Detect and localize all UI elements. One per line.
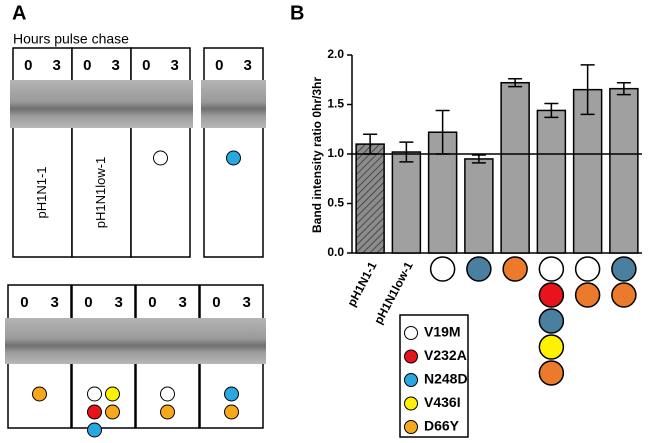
y-tick-label: 2.0 <box>327 47 344 61</box>
mutation-dot <box>538 334 565 360</box>
error-bar <box>471 154 486 164</box>
error-bar <box>580 64 595 116</box>
bar <box>500 81 530 254</box>
y-axis-label: Band intensity ratio 0hr/3hr <box>310 77 324 233</box>
mutation-dot <box>538 308 565 334</box>
mutation-dot <box>538 360 565 386</box>
mutation-dot <box>538 256 565 282</box>
mutation-dot <box>32 386 47 402</box>
mutation-dot <box>429 256 456 282</box>
legend-swatch <box>404 373 418 387</box>
mutation-dot <box>538 282 565 308</box>
y-tick-label: 0.0 <box>327 245 344 259</box>
bar <box>391 151 422 254</box>
mutation-dot <box>87 404 102 420</box>
lane-label: 0 <box>215 57 223 74</box>
lane-label: 3 <box>170 57 178 74</box>
panel-label: A <box>12 2 26 24</box>
lane-label: 0 <box>24 57 32 74</box>
gel-image <box>5 318 74 364</box>
mutation-dot <box>502 256 528 282</box>
bar <box>355 143 385 254</box>
mutation-dot <box>574 282 601 308</box>
legend-swatch <box>404 396 418 411</box>
lane-label: 0 <box>142 57 150 74</box>
strain-label: pH1N1-1 <box>34 166 49 218</box>
legend-swatch <box>404 420 418 434</box>
bar <box>536 109 567 254</box>
gel-image <box>201 80 266 128</box>
mutation-dot <box>224 404 239 420</box>
lane-box <box>12 47 73 258</box>
legend-label: N248D <box>424 371 468 387</box>
mutation-dot <box>87 422 102 438</box>
legend-label: V232A <box>424 347 467 363</box>
lane-label: 0 <box>212 294 220 311</box>
lane-label: 3 <box>52 57 60 74</box>
mutation-dot <box>160 404 175 420</box>
mutation-dot <box>87 386 102 402</box>
mutation-dot <box>105 404 120 420</box>
gel-image <box>69 318 138 364</box>
y-tick-label: 0.5 <box>327 196 344 210</box>
x-tick-label: pH1N1-1 <box>344 259 379 309</box>
mutation-dot <box>153 150 168 166</box>
lane-label: 0 <box>148 294 156 311</box>
lane-label: 3 <box>243 57 251 74</box>
error-bar <box>544 102 559 119</box>
bar <box>572 88 603 254</box>
mutation-dot <box>224 386 239 402</box>
lane-label: 3 <box>242 294 250 311</box>
mutation-dot <box>611 282 637 308</box>
bar <box>609 87 639 254</box>
gel-image <box>10 80 75 128</box>
y-tick-label: 1.5 <box>327 97 344 111</box>
legend-swatch <box>404 349 418 364</box>
gel-image <box>197 318 266 364</box>
bar <box>464 158 494 254</box>
mutation-dot <box>160 386 175 402</box>
error-bar <box>508 78 523 88</box>
legend-label: D66Y <box>424 418 460 434</box>
error-bar <box>616 81 631 96</box>
lane-label: 0 <box>83 57 91 74</box>
legend-label: V436I <box>424 394 461 410</box>
mutation-dot <box>466 256 492 282</box>
mutation-dot <box>105 386 120 402</box>
y-tick-label: 1.0 <box>327 146 344 160</box>
lane-label: 0 <box>20 294 28 311</box>
caption: Hours pulse chase <box>13 31 129 47</box>
lane-label: 3 <box>50 294 58 311</box>
lane-label: 3 <box>178 294 186 311</box>
mutation-dot <box>574 256 601 282</box>
mutation-dot <box>226 150 241 166</box>
gel-image <box>69 80 134 128</box>
lane-label: 3 <box>114 294 122 311</box>
legend-label: V19M <box>424 324 461 340</box>
panel-label: B <box>290 2 304 24</box>
legend-swatch <box>404 326 418 340</box>
lane-label: 0 <box>84 294 92 311</box>
gel-image <box>128 80 193 128</box>
gel-image <box>133 318 202 364</box>
mutation-dot <box>611 256 637 282</box>
error-bar <box>399 141 414 163</box>
lane-label: 3 <box>111 57 119 74</box>
strain-label: pH1N1low-1 <box>93 157 108 229</box>
